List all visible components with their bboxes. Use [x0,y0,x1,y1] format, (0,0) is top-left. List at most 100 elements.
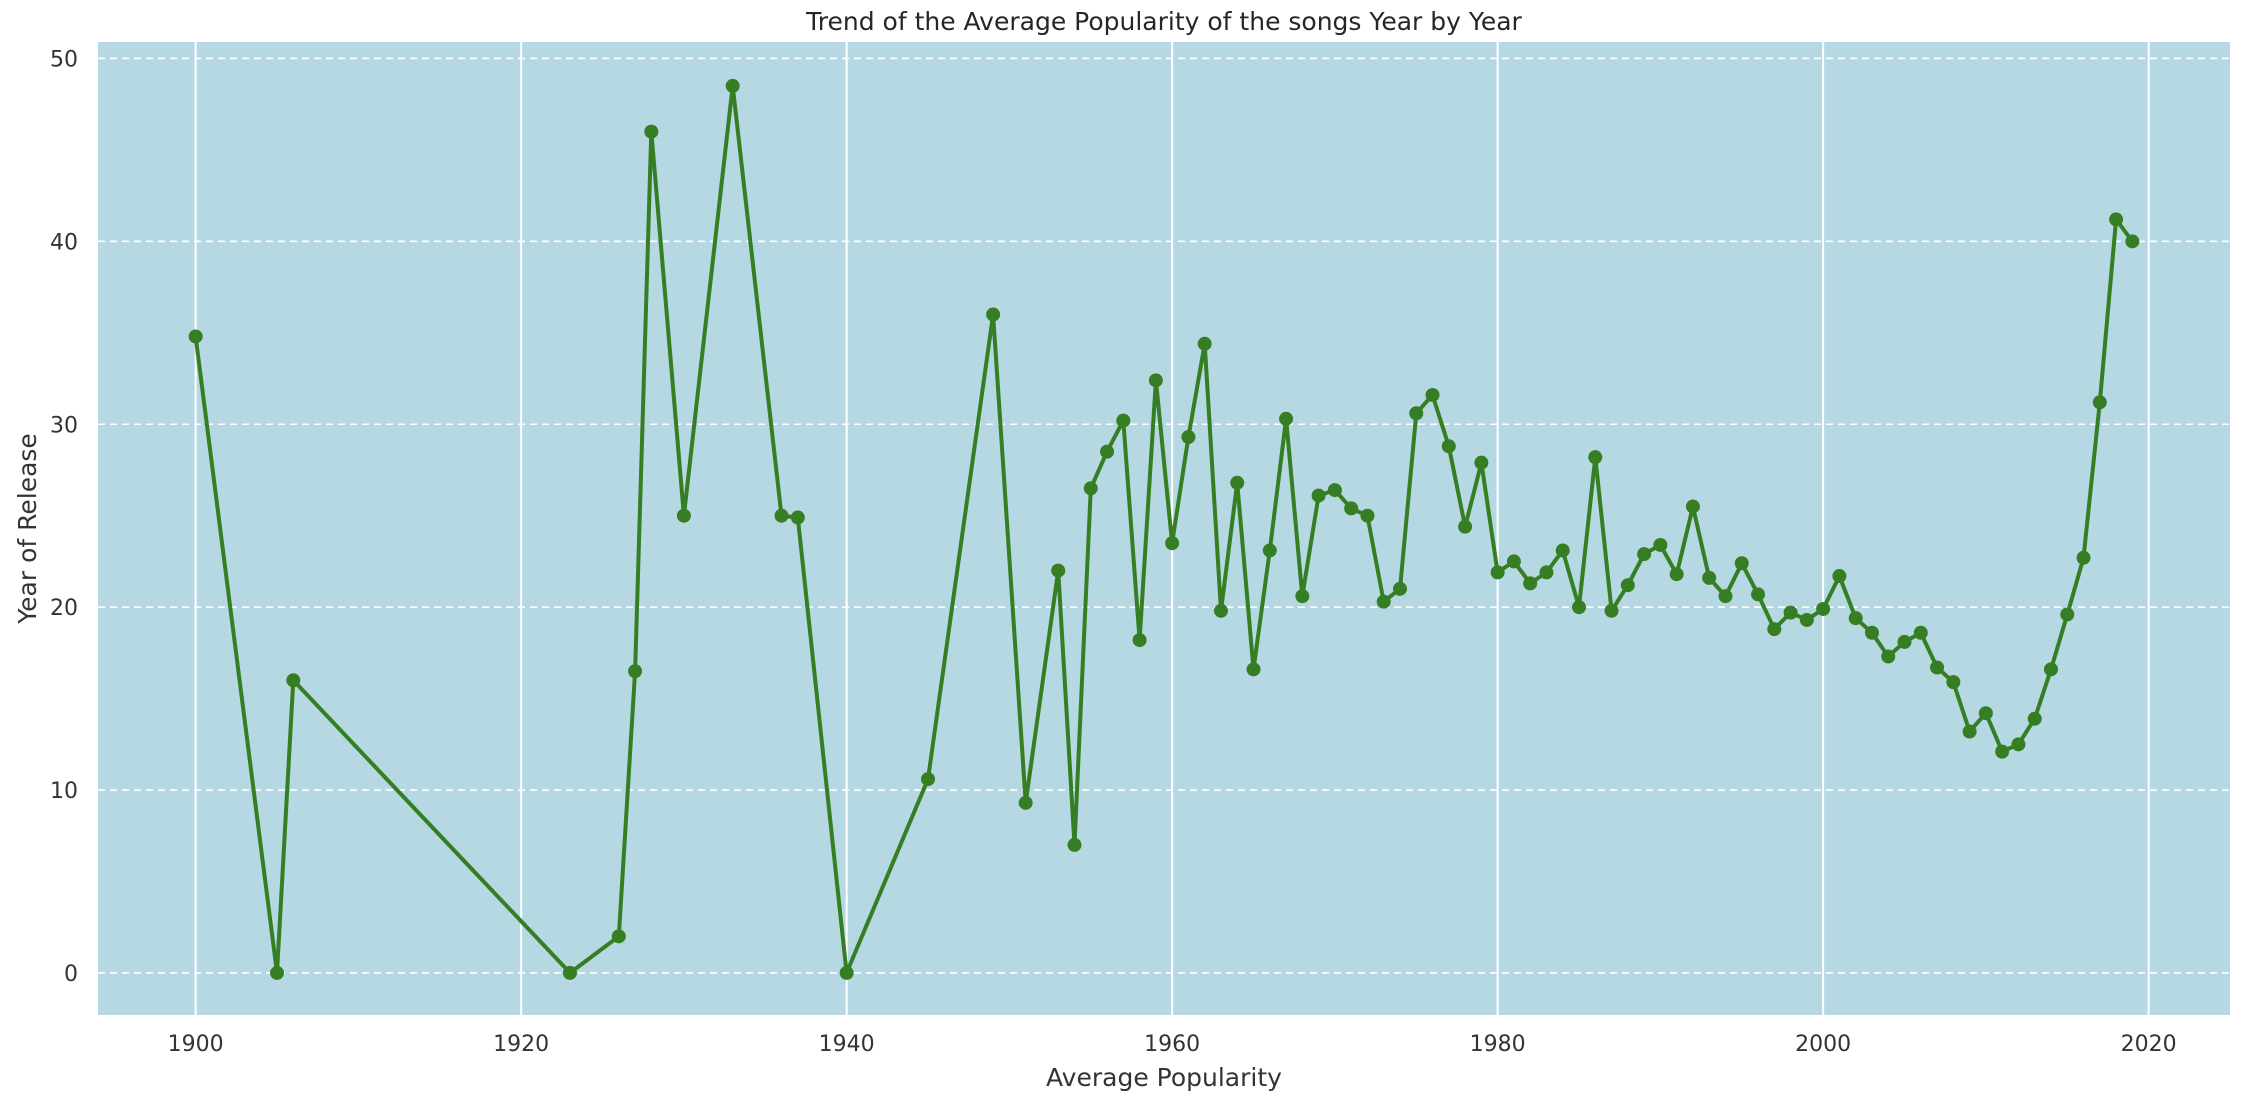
data-point [1523,576,1538,591]
data-point [921,772,936,787]
data-point [790,510,805,525]
data-point [562,965,577,980]
data-point [839,965,854,980]
data-point [1311,488,1326,503]
data-point [1913,625,1928,640]
data-point [270,965,285,980]
y-tick-label: 20 [50,596,78,621]
data-point [1165,536,1180,551]
data-point [1669,567,1684,582]
data-point [986,307,1001,322]
data-point [1962,724,1977,739]
x-tick-label: 2020 [2121,1032,2177,1057]
y-axis-label: Year of Release [13,433,42,625]
data-point [1604,603,1619,618]
data-point [2109,212,2124,227]
data-point [1327,483,1342,498]
x-axis-label: Average Popularity [1046,1063,1282,1092]
data-point [1539,565,1554,580]
data-point [1344,501,1359,516]
data-point [1783,605,1798,620]
x-tick-label: 1960 [1144,1032,1200,1057]
x-axis-ticks: 1900 1920 1940 1960 1980 2000 2020 [168,1032,2177,1057]
chart-title: Trend of the Average Popularity of the s… [805,7,1522,36]
data-point [1279,411,1294,426]
data-point [1897,634,1912,649]
data-point [1620,578,1635,593]
data-point [1181,430,1196,445]
data-point [1230,475,1245,490]
data-point [1734,556,1749,571]
x-tick-label: 1900 [168,1032,224,1057]
data-point [2092,395,2107,410]
data-point [1572,600,1587,615]
data-point [2125,234,2140,249]
data-point [188,329,203,344]
data-point [1100,444,1115,459]
data-point [1832,569,1847,584]
data-point [1197,336,1212,351]
data-point [1083,481,1098,496]
x-tick-label: 1940 [819,1032,875,1057]
data-point [286,673,301,688]
data-point [1425,387,1440,402]
data-point [1506,554,1521,569]
data-point [2060,607,2075,622]
x-tick-label: 1920 [493,1032,549,1057]
data-point [1718,589,1733,604]
data-point [1392,581,1407,596]
data-point [1148,373,1163,388]
data-point [1637,547,1652,562]
data-point [628,664,643,679]
vertical-gridlines [194,42,2150,1015]
data-point [1246,662,1261,677]
data-point [2011,737,2026,752]
plot-area [98,42,2230,1015]
series-points [188,78,2140,980]
data-point [1816,601,1831,616]
data-point [1490,565,1505,580]
data-point [1848,611,1863,626]
data-point [1995,744,2010,759]
y-tick-label: 40 [50,230,78,255]
data-point [1555,543,1570,558]
x-tick-label: 1980 [1470,1032,1526,1057]
data-point [1132,633,1147,648]
y-axis-ticks: 0 10 20 30 40 50 [50,47,78,986]
data-point [1409,406,1424,421]
data-point [1588,450,1603,465]
y-tick-label: 30 [50,413,78,438]
data-point [725,78,740,93]
y-tick-label: 50 [50,47,78,72]
data-point [1799,612,1814,627]
data-point [1702,570,1717,585]
data-point [1213,603,1228,618]
y-tick-label: 10 [50,779,78,804]
data-point [1946,675,1961,690]
data-point [2076,550,2091,565]
x-tick-label: 2000 [1795,1032,1851,1057]
series-line [193,83,2135,975]
data-point [1262,543,1277,558]
data-point [1067,837,1082,852]
data-point [1881,649,1896,664]
data-point [1116,413,1131,428]
data-point [774,508,789,523]
data-point [1458,519,1473,534]
data-point [1474,455,1489,470]
data-point [1751,587,1766,602]
data-point [1685,499,1700,514]
data-point [1018,795,1033,810]
data-point [1376,594,1391,609]
data-point [1360,508,1375,523]
data-point [1978,706,1993,721]
y-tick-label: 0 [64,962,78,987]
data-point [611,929,626,944]
data-point [1864,625,1879,640]
data-point [1653,537,1668,552]
data-point [1767,622,1782,637]
data-point [1051,563,1066,578]
horizontal-gridlines [98,57,2230,974]
data-point [676,508,691,523]
